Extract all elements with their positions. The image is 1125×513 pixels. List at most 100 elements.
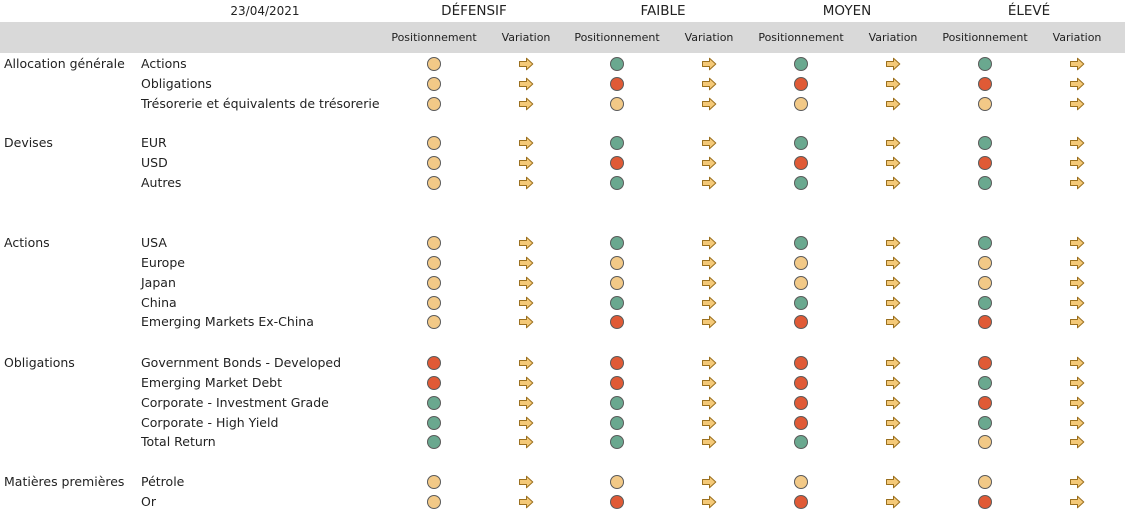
variation-column-header: Variation xyxy=(1052,31,1102,44)
arrow-right-icon xyxy=(702,97,717,110)
position-neutral-indicator xyxy=(978,96,992,111)
position-neutral-indicator xyxy=(978,435,992,450)
arrow-right-icon xyxy=(519,356,534,370)
column-header-band xyxy=(0,22,1125,53)
arrow-right-icon xyxy=(702,316,717,329)
position-neutral-indicator xyxy=(427,236,441,250)
position-positive-indicator xyxy=(610,295,624,310)
position-neutral-indicator xyxy=(794,96,808,111)
arrow-right-icon xyxy=(886,356,901,370)
arrow-right-icon xyxy=(886,256,901,270)
position-neutral-indicator xyxy=(978,255,992,270)
asset-label: Emerging Markets Ex-China xyxy=(141,314,314,330)
group-label: Allocation générale xyxy=(4,56,125,71)
arrow-right-icon xyxy=(519,276,534,289)
position-negative-indicator xyxy=(978,155,992,170)
position-negative-indicator xyxy=(610,155,624,170)
arrow-right-icon xyxy=(519,495,534,509)
position-neutral-indicator xyxy=(610,275,624,290)
arrow-right-icon xyxy=(1070,236,1085,250)
position-neutral-indicator xyxy=(427,155,441,170)
asset-label: EUR xyxy=(141,135,167,150)
arrow-right-icon xyxy=(702,77,717,91)
position-positive-indicator xyxy=(978,415,992,430)
arrow-right-icon xyxy=(1070,57,1085,71)
position-negative-indicator xyxy=(794,415,808,430)
position-positive-indicator xyxy=(427,435,441,450)
arrow-right-icon xyxy=(519,136,534,150)
arrow-right-icon xyxy=(702,475,717,489)
position-negative-indicator xyxy=(427,356,441,370)
position-positive-indicator xyxy=(794,175,808,190)
asset-label: USD xyxy=(141,154,168,170)
position-negative-indicator xyxy=(794,315,808,330)
arrow-right-icon xyxy=(1070,396,1085,409)
profile-header: DÉFENSIF xyxy=(441,3,507,19)
position-neutral-indicator xyxy=(427,475,441,489)
position-negative-indicator xyxy=(610,356,624,370)
arrow-right-icon xyxy=(702,376,717,390)
arrow-right-icon xyxy=(886,176,901,189)
arrow-right-icon xyxy=(519,376,534,390)
position-positive-indicator xyxy=(610,175,624,190)
arrow-right-icon xyxy=(1070,436,1085,449)
arrow-right-icon xyxy=(1070,276,1085,289)
report-date: 23/04/2021 xyxy=(230,4,300,18)
group-label: Obligations xyxy=(4,355,75,370)
arrow-right-icon xyxy=(519,296,534,309)
arrow-right-icon xyxy=(886,276,901,289)
position-negative-indicator xyxy=(610,76,624,91)
arrow-right-icon xyxy=(702,436,717,449)
position-neutral-indicator xyxy=(610,475,624,489)
asset-label: Autres xyxy=(141,174,182,190)
arrow-right-icon xyxy=(702,176,717,189)
arrow-right-icon xyxy=(519,396,534,409)
arrow-right-icon xyxy=(519,77,534,91)
position-neutral-indicator xyxy=(427,315,441,330)
arrow-right-icon xyxy=(519,156,534,170)
asset-label: Corporate - High Yield xyxy=(141,414,279,430)
group-label: Devises xyxy=(4,135,53,150)
arrow-right-icon xyxy=(886,77,901,91)
position-neutral-indicator xyxy=(427,175,441,190)
profile-header: FAIBLE xyxy=(640,3,686,19)
positionnement-column-header: Positionnement xyxy=(574,31,660,44)
position-negative-indicator xyxy=(978,315,992,330)
arrow-right-icon xyxy=(1070,356,1085,370)
position-positive-indicator xyxy=(610,136,624,150)
asset-label: Actions xyxy=(141,56,187,71)
arrow-right-icon xyxy=(702,236,717,250)
asset-label: Pétrole xyxy=(141,474,185,489)
position-positive-indicator xyxy=(427,415,441,430)
asset-label: Europe xyxy=(141,254,185,270)
variation-column-header: Variation xyxy=(501,31,551,44)
position-negative-indicator xyxy=(794,76,808,91)
arrow-right-icon xyxy=(886,396,901,409)
position-positive-indicator xyxy=(610,57,624,71)
arrow-right-icon xyxy=(519,57,534,71)
arrow-right-icon xyxy=(1070,316,1085,329)
position-negative-indicator xyxy=(794,375,808,390)
group-label: Actions xyxy=(4,235,50,250)
arrow-right-icon xyxy=(886,416,901,429)
position-positive-indicator xyxy=(794,57,808,71)
position-negative-indicator xyxy=(978,494,992,509)
position-negative-indicator xyxy=(610,375,624,390)
position-negative-indicator xyxy=(610,315,624,330)
position-negative-indicator xyxy=(978,76,992,91)
position-positive-indicator xyxy=(978,175,992,190)
position-neutral-indicator xyxy=(794,255,808,270)
arrow-right-icon xyxy=(702,57,717,71)
arrow-right-icon xyxy=(1070,77,1085,91)
position-neutral-indicator xyxy=(427,494,441,509)
arrow-right-icon xyxy=(519,256,534,270)
position-positive-indicator xyxy=(978,236,992,250)
position-negative-indicator xyxy=(427,375,441,390)
arrow-right-icon xyxy=(886,57,901,71)
arrow-right-icon xyxy=(886,436,901,449)
position-neutral-indicator xyxy=(427,57,441,71)
variation-column-header: Variation xyxy=(868,31,918,44)
position-neutral-indicator xyxy=(978,275,992,290)
arrow-right-icon xyxy=(886,236,901,250)
position-neutral-indicator xyxy=(427,76,441,91)
